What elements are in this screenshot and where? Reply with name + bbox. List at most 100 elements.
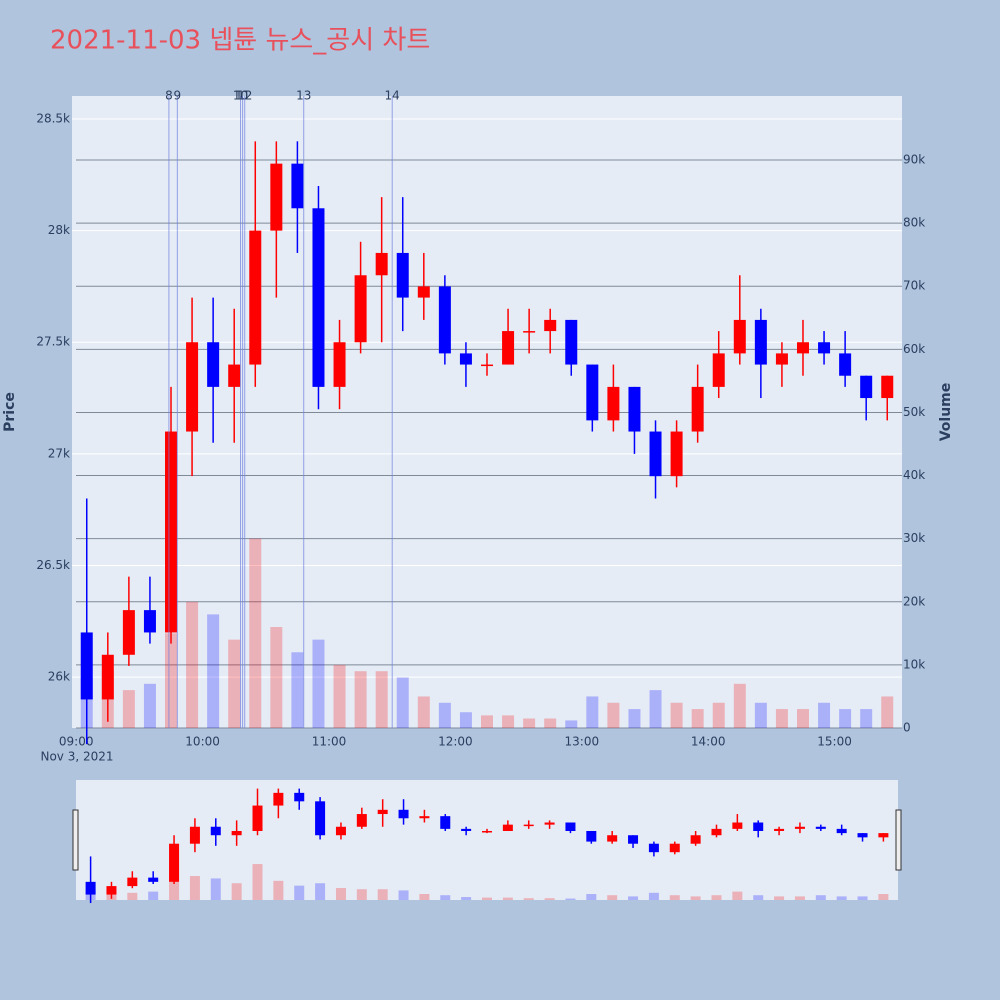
slider-volume-bar <box>356 889 367 900</box>
slider-volume-bar <box>794 896 805 900</box>
slider-volume-bar <box>774 896 785 900</box>
volume-bar <box>396 677 409 728</box>
range-handle[interactable] <box>895 809 902 871</box>
slider-candle-body <box>669 843 680 853</box>
candle-body <box>396 252 409 298</box>
x-tick-label: 15:00 <box>817 735 852 749</box>
annotation-label: 8 <box>165 89 173 103</box>
slider-candle-body <box>523 824 534 827</box>
volume-bar <box>607 702 620 728</box>
slider-volume-bar <box>815 895 826 900</box>
slider-candle-body <box>315 801 326 836</box>
y2-tick-label: 40k <box>903 468 925 482</box>
slider-volume-bar <box>482 897 492 900</box>
slider-candle-body <box>356 814 367 827</box>
candle-body <box>122 610 135 655</box>
slider-volume-bar <box>440 895 451 900</box>
slider-volume-bar <box>669 895 680 900</box>
slider-volume-bar <box>461 897 472 900</box>
annotation-label: 9 <box>174 89 182 103</box>
y-tick-label: 28.5k <box>36 111 70 125</box>
slider-candle-body <box>335 826 346 836</box>
slider-volume-bar <box>210 878 221 900</box>
volume-bar <box>165 633 178 728</box>
y2-axis-label: Volume <box>938 383 954 442</box>
candle-body <box>375 252 388 276</box>
candle-body <box>481 364 493 367</box>
slider-volume-bar <box>565 898 576 900</box>
slider-candle-body <box>878 833 889 838</box>
annotation-label: 13 <box>296 89 311 103</box>
volume-bar <box>122 690 135 728</box>
y2-tick-label: 80k <box>903 216 925 230</box>
volume-bar <box>649 690 662 728</box>
candle-body <box>186 342 199 432</box>
slider-volume-bar <box>335 888 346 900</box>
volume-bar <box>312 639 325 728</box>
slider-volume-bar <box>377 889 388 900</box>
candle-body <box>733 319 746 354</box>
candle-body <box>796 342 809 354</box>
slider-volume-bar <box>169 882 180 900</box>
candle-body <box>312 208 325 387</box>
slider-candle-body <box>169 843 180 882</box>
slider-candle-body <box>127 877 138 887</box>
candle-body <box>818 342 831 354</box>
volume-bar <box>417 696 430 728</box>
candle-body <box>860 375 873 399</box>
x-tick-label: 09:00 <box>59 735 94 749</box>
candle-body <box>417 286 430 298</box>
candle-body <box>586 364 599 421</box>
volume-bar <box>207 614 220 728</box>
candle-body <box>691 386 704 432</box>
annotation-label: 14 <box>385 89 400 103</box>
volume-bar <box>818 702 831 728</box>
y2-tick-label: 50k <box>903 405 925 419</box>
y-axis-label: Price <box>2 392 18 432</box>
candle-body <box>502 331 515 365</box>
volume-bar <box>733 683 746 728</box>
volume-bar <box>333 664 346 728</box>
slider-candle-body <box>544 822 555 825</box>
volume-bar <box>754 702 767 728</box>
range-handle[interactable] <box>72 809 79 871</box>
volume-bar <box>249 538 262 728</box>
candle-body <box>670 431 683 477</box>
candle-body <box>523 331 536 333</box>
slider-volume-bar <box>836 896 847 900</box>
volume-bar <box>270 627 283 728</box>
y2-tick-label: 70k <box>903 279 925 293</box>
y-tick-label: 26k <box>48 670 70 684</box>
slider-candle-body <box>794 826 805 829</box>
volume-bar <box>565 720 578 728</box>
candle-body <box>291 163 304 209</box>
volume-bar <box>438 702 451 728</box>
range-slider[interactable] <box>76 780 898 900</box>
x-tick-label: 11:00 <box>312 735 347 749</box>
slider-volume-bar <box>544 898 555 900</box>
volume-bar <box>881 696 894 728</box>
volume-bar <box>839 709 852 728</box>
y2-tick-label: 0 <box>903 721 911 735</box>
x-tick-label: 14:00 <box>691 735 726 749</box>
candle-body <box>354 275 367 343</box>
slider-candle-body <box>210 826 221 836</box>
slider-candle-body <box>753 822 764 831</box>
candle-body <box>565 319 578 365</box>
volume-bar <box>143 683 156 728</box>
candle-body <box>607 386 620 421</box>
candle-body <box>165 431 178 633</box>
slider-volume-bar <box>127 892 138 900</box>
slider-volume-bar <box>189 876 200 900</box>
slider-volume-bar <box>315 883 326 900</box>
slider-candle-body <box>189 826 200 844</box>
slider-candle-body <box>231 830 242 836</box>
x-tick-label: 10:00 <box>185 735 220 749</box>
candle-body <box>143 610 156 633</box>
y2-tick-label: 30k <box>903 531 925 545</box>
slider-candle-body <box>565 822 576 831</box>
volume-bar <box>502 715 515 728</box>
volume-bar <box>628 709 641 728</box>
volume-bar <box>186 601 199 728</box>
